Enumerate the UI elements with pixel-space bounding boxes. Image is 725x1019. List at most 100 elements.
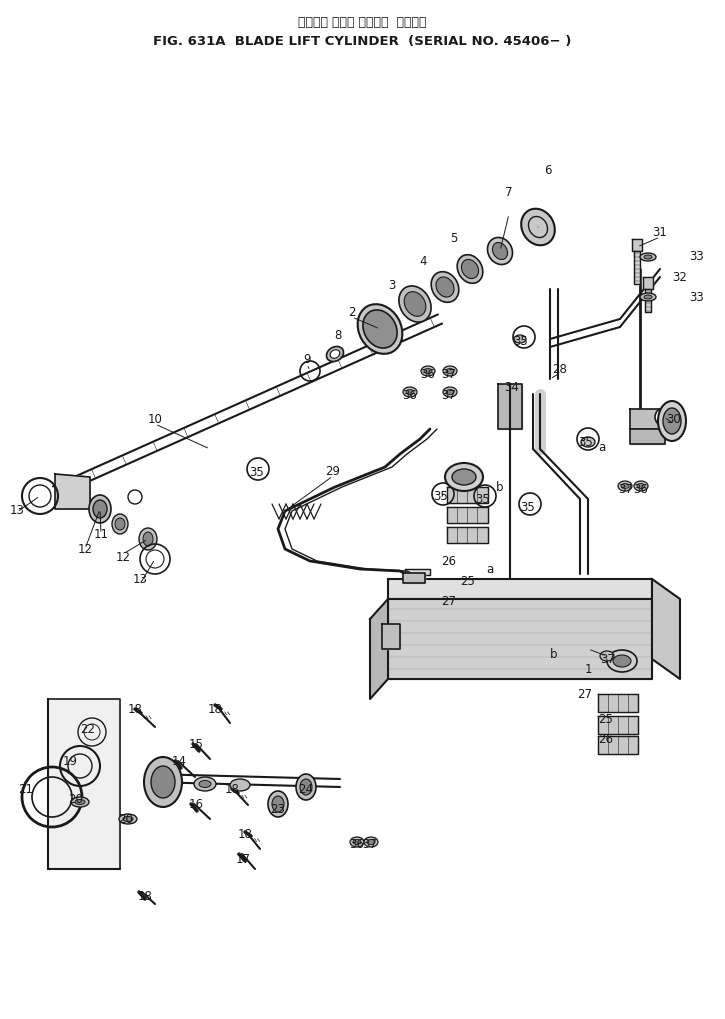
Text: 26: 26 — [599, 733, 613, 746]
Polygon shape — [370, 599, 388, 699]
Text: 29: 29 — [326, 465, 341, 478]
Polygon shape — [382, 625, 400, 649]
Ellipse shape — [363, 311, 397, 348]
Ellipse shape — [296, 774, 316, 800]
Ellipse shape — [151, 766, 175, 798]
Text: 35: 35 — [513, 335, 529, 348]
Text: 34: 34 — [505, 381, 519, 394]
Polygon shape — [598, 716, 638, 735]
Ellipse shape — [600, 651, 614, 661]
Polygon shape — [447, 487, 488, 503]
Text: FIG. 631A  BLADE LIFT CYLINDER  (SERIAL NO. 45406− ): FIG. 631A BLADE LIFT CYLINDER (SERIAL NO… — [153, 36, 572, 49]
Ellipse shape — [618, 482, 632, 491]
Text: 33: 33 — [689, 250, 705, 262]
Text: 13: 13 — [133, 573, 147, 586]
Polygon shape — [388, 599, 652, 680]
Text: 25: 25 — [599, 713, 613, 726]
Text: 3: 3 — [389, 279, 396, 292]
Polygon shape — [498, 384, 522, 430]
Text: 20: 20 — [119, 813, 133, 825]
Text: ブレード リフト シリンダ  適用号機: ブレード リフト シリンダ 適用号機 — [298, 15, 427, 29]
Polygon shape — [598, 737, 638, 754]
Text: 24: 24 — [299, 783, 313, 796]
Ellipse shape — [640, 293, 656, 302]
Text: 32: 32 — [673, 271, 687, 284]
Ellipse shape — [640, 254, 656, 262]
Text: 21: 21 — [19, 783, 33, 796]
Ellipse shape — [644, 256, 652, 260]
Text: 18: 18 — [225, 783, 239, 796]
Polygon shape — [388, 580, 652, 599]
Ellipse shape — [446, 390, 454, 395]
Ellipse shape — [268, 791, 288, 817]
Text: 7: 7 — [505, 186, 513, 200]
Ellipse shape — [461, 260, 479, 279]
Text: 2: 2 — [348, 306, 356, 319]
Text: 12: 12 — [115, 551, 130, 564]
Text: 28: 28 — [552, 363, 568, 376]
Ellipse shape — [139, 529, 157, 550]
Text: 35: 35 — [521, 501, 535, 514]
Ellipse shape — [144, 757, 182, 807]
Polygon shape — [652, 580, 680, 680]
Polygon shape — [630, 430, 665, 444]
Ellipse shape — [115, 519, 125, 531]
Ellipse shape — [71, 797, 89, 807]
Text: 14: 14 — [172, 755, 186, 767]
Text: 18: 18 — [207, 703, 223, 715]
Ellipse shape — [326, 347, 344, 362]
Ellipse shape — [403, 387, 417, 397]
Text: 35: 35 — [249, 466, 265, 479]
Polygon shape — [598, 694, 638, 712]
Ellipse shape — [406, 390, 414, 395]
Text: 17: 17 — [236, 853, 251, 866]
Polygon shape — [48, 699, 120, 869]
Ellipse shape — [357, 305, 402, 355]
Ellipse shape — [230, 780, 250, 791]
Text: 35: 35 — [579, 436, 593, 449]
Ellipse shape — [663, 409, 681, 434]
Text: 12: 12 — [78, 543, 93, 556]
Ellipse shape — [399, 286, 431, 323]
Ellipse shape — [436, 278, 454, 298]
Text: 6: 6 — [544, 163, 552, 176]
Polygon shape — [405, 570, 430, 576]
Ellipse shape — [452, 470, 476, 485]
Ellipse shape — [404, 292, 426, 317]
Text: 37: 37 — [442, 389, 457, 403]
Ellipse shape — [424, 369, 432, 374]
Polygon shape — [645, 289, 651, 313]
Text: 36: 36 — [634, 483, 648, 496]
Ellipse shape — [644, 296, 652, 300]
Ellipse shape — [621, 484, 629, 489]
Text: 16: 16 — [188, 798, 204, 811]
Text: 30: 30 — [666, 413, 681, 426]
Text: 18: 18 — [238, 827, 252, 841]
Ellipse shape — [607, 650, 637, 673]
Text: 19: 19 — [62, 755, 78, 767]
Circle shape — [655, 409, 673, 427]
Polygon shape — [55, 475, 90, 510]
Polygon shape — [634, 252, 640, 284]
Text: 35: 35 — [476, 493, 490, 506]
Ellipse shape — [367, 840, 375, 845]
Text: 37: 37 — [618, 483, 634, 496]
Text: 15: 15 — [188, 738, 204, 751]
Ellipse shape — [300, 780, 312, 795]
Ellipse shape — [637, 484, 645, 489]
Text: b: b — [496, 481, 504, 494]
Ellipse shape — [487, 238, 513, 265]
Ellipse shape — [364, 838, 378, 847]
Ellipse shape — [330, 351, 340, 359]
Ellipse shape — [123, 816, 133, 821]
Ellipse shape — [119, 814, 137, 824]
Ellipse shape — [431, 272, 459, 303]
Text: 13: 13 — [9, 503, 25, 516]
Ellipse shape — [272, 796, 284, 812]
Polygon shape — [403, 574, 425, 584]
Ellipse shape — [199, 781, 211, 788]
Ellipse shape — [421, 367, 435, 377]
Text: a: a — [486, 562, 494, 576]
Text: 26: 26 — [442, 555, 457, 568]
Polygon shape — [447, 528, 488, 543]
